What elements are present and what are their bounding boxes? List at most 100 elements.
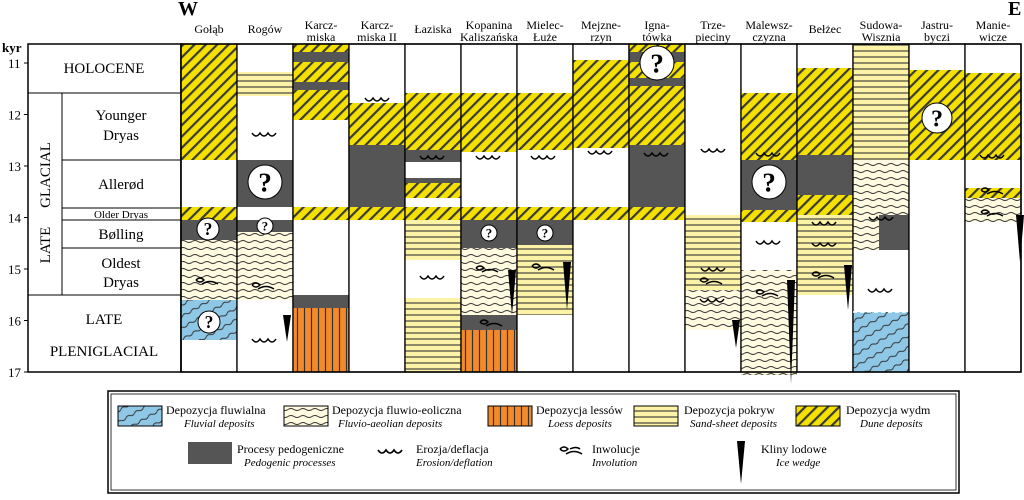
axis-tick-14: 14 xyxy=(8,211,22,226)
erosion-icon xyxy=(811,220,837,226)
layer-sand xyxy=(685,215,741,290)
layer-sand xyxy=(517,245,573,315)
site-column-5 xyxy=(460,43,518,373)
legend-dune-pl: Depozycja wydm xyxy=(846,403,931,417)
legend-ice-wedge-pl: Kliny lodowe xyxy=(761,442,827,456)
legend-erosion-pl: Erozja/deflacja xyxy=(416,442,489,456)
layer-dune xyxy=(293,207,349,220)
axis-tick-11: 11 xyxy=(8,56,21,71)
unknown-marker: ? xyxy=(921,102,953,134)
site-name-5-0: Kopanina xyxy=(466,18,513,32)
layer-blank xyxy=(237,96,293,160)
site-name-8-1: tówka xyxy=(642,30,672,44)
layer-dune xyxy=(517,207,573,220)
site-name-3-1: miska II xyxy=(357,30,397,44)
involution-icon xyxy=(755,289,779,297)
layer-loess xyxy=(461,330,517,372)
layer-dune xyxy=(405,183,461,198)
legend-fluvio-aeolian-pl: Depozycja fluwio-eoliczna xyxy=(332,403,462,417)
site-name-7-0: Mejzne- xyxy=(581,18,621,32)
period-late-pleniglacial-1: LATE xyxy=(86,312,123,328)
site-name-12-0: Sudowa- xyxy=(860,18,903,32)
layer-blank xyxy=(517,44,573,93)
legend-erosion-icon xyxy=(377,448,403,454)
unknown-mark-text: ? xyxy=(486,226,492,240)
layer-dune xyxy=(573,207,629,220)
legend-involution-icon xyxy=(559,446,583,455)
site-name-2-1: miska xyxy=(307,30,336,44)
layer-blank xyxy=(517,150,573,207)
legend-sand-sheet-pl: Depozycja pokryw xyxy=(684,403,775,417)
layer-dune xyxy=(461,93,517,152)
axis-ticks: 11 12 13 14 15 16 17 xyxy=(8,56,28,380)
erosion-icon xyxy=(364,96,390,102)
site-name-2-0: Karcz- xyxy=(305,18,338,32)
erosion-icon xyxy=(700,147,726,153)
layer-dune xyxy=(741,93,797,160)
layer-blank xyxy=(181,172,237,207)
legend-involution-en: Involution xyxy=(591,457,638,469)
layer-ped xyxy=(797,155,853,195)
site-name-6-0: Mielec- xyxy=(526,18,563,32)
layer-blank xyxy=(237,207,293,220)
layer-dune xyxy=(629,86,685,145)
layer-blank xyxy=(797,295,853,372)
site-column-6 xyxy=(516,43,574,373)
layer-dune xyxy=(965,73,1021,160)
ice-wedge-icon xyxy=(508,270,516,315)
legend-fluvial-en: Fluvial deposits xyxy=(183,418,255,430)
layer-dune xyxy=(181,44,237,60)
period-allerod: Allerød xyxy=(98,177,144,193)
layer-dune xyxy=(293,62,349,82)
layer-blank xyxy=(853,250,909,312)
layer-blank xyxy=(965,222,1021,372)
layer-blank xyxy=(405,198,461,207)
site-name-13-0: Jastru- xyxy=(921,18,953,32)
legend-swatch-sand-sheet xyxy=(633,405,679,427)
erosion-icon xyxy=(868,215,894,221)
layer-sand xyxy=(797,215,853,295)
layer-dune xyxy=(517,93,573,150)
unknown-marker: ? xyxy=(256,217,274,235)
layer-dune xyxy=(181,60,237,160)
unknown-marker: ? xyxy=(536,224,554,242)
layer-blank xyxy=(965,160,1021,188)
layer-ped xyxy=(293,295,349,308)
legend-swatch-fluvial xyxy=(117,405,163,427)
layer-fluvio xyxy=(685,290,741,330)
layer-blank xyxy=(573,44,629,60)
layer-dune xyxy=(405,93,461,150)
erosion-icon xyxy=(755,239,781,245)
layer-dune xyxy=(797,195,853,215)
site-name-9-0: Trze- xyxy=(700,18,726,32)
site-name-11-0: Bełżec xyxy=(809,22,842,36)
erosion-icon xyxy=(251,337,277,343)
site-column-3 xyxy=(348,43,406,373)
site-column-8 xyxy=(628,43,686,373)
unknown-marker: ? xyxy=(639,45,675,81)
legend-swatch-pedogenic xyxy=(188,442,232,464)
layer-blank xyxy=(629,220,685,372)
layer-blank xyxy=(685,44,741,215)
layer-blank xyxy=(685,330,741,372)
unknown-mark-text: ? xyxy=(204,219,213,239)
site-name-10-1: czyzna xyxy=(752,30,786,44)
period-oldest-dryas-2: Dryas xyxy=(103,275,139,291)
layer-dune xyxy=(349,207,405,220)
legend-loess-en: Loess deposits xyxy=(547,418,612,430)
site-column-13 xyxy=(908,43,966,373)
period-older-dryas: Older Dryas xyxy=(94,209,148,221)
site-name-7-1: rzyn xyxy=(590,30,611,44)
layer-dune xyxy=(797,68,853,155)
layer-blank xyxy=(181,160,237,172)
erosion-icon xyxy=(251,131,277,137)
layer-dune xyxy=(349,103,405,145)
erosion-icon xyxy=(867,287,893,293)
legend-sand-sheet-en: Sand-sheet deposits xyxy=(690,418,777,430)
legend-swatch-dune xyxy=(795,405,841,427)
legend-pedogenic-pl: Procesy pedogeniczne xyxy=(237,442,344,456)
unknown-marker: ? xyxy=(197,310,221,334)
layer-ped xyxy=(405,150,461,162)
layer-ped xyxy=(629,78,685,86)
